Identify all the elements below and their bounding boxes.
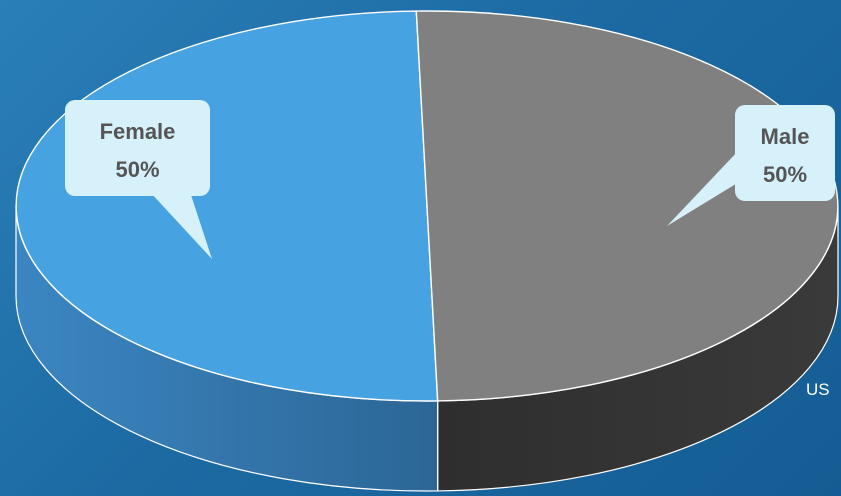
- data-label-category: Male: [761, 124, 810, 149]
- callout-box: [735, 105, 835, 201]
- callout-pointer: [150, 192, 212, 259]
- data-label-percent: 50%: [763, 162, 807, 187]
- slice-male: [415, 10, 839, 402]
- callout-pointer: [667, 150, 739, 226]
- truncated-side-label: US: [806, 380, 830, 399]
- data-label-category: Female: [100, 119, 176, 144]
- data-label-female: Female 50%: [65, 100, 212, 259]
- data-label-percent: 50%: [115, 157, 159, 182]
- data-label-male: Male 50%: [667, 105, 835, 226]
- callout-box: [65, 100, 210, 196]
